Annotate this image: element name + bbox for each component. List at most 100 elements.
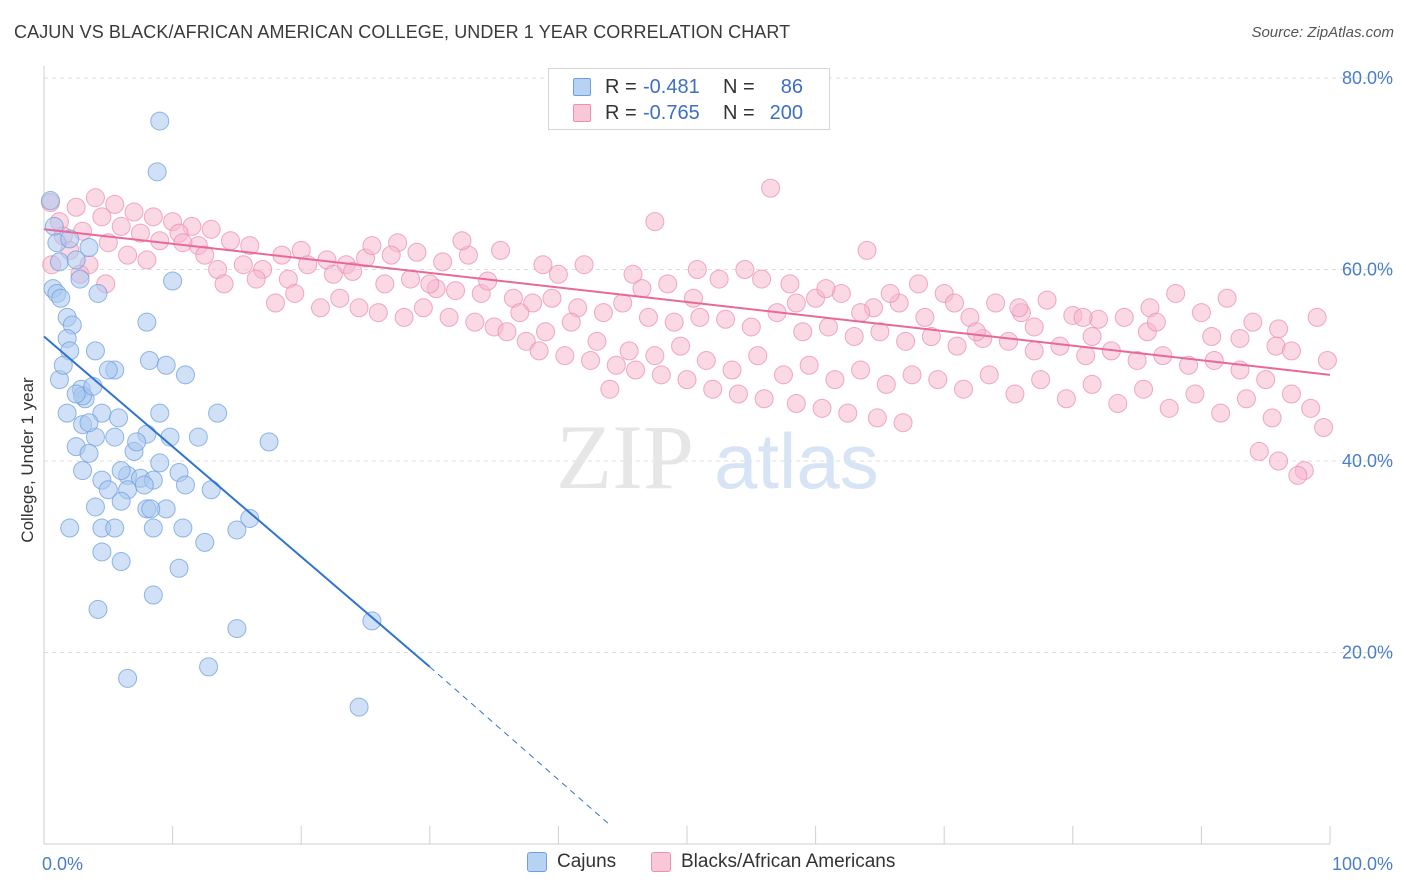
point-blacks: [124, 202, 144, 222]
point-blacks: [696, 350, 716, 370]
point-blacks: [658, 274, 678, 294]
point-cajuns: [60, 518, 80, 538]
point-blacks: [623, 264, 643, 284]
point-blacks: [529, 341, 549, 361]
point-blacks: [1076, 346, 1096, 366]
point-cajuns: [150, 453, 170, 473]
point-blacks: [754, 389, 774, 409]
r-label: R =: [605, 75, 637, 98]
point-blacks: [137, 250, 157, 270]
point-cajuns: [92, 542, 112, 562]
point-blacks: [66, 197, 86, 217]
point-blacks: [1009, 298, 1029, 318]
point-blacks: [85, 188, 105, 208]
point-blacks: [491, 240, 511, 260]
point-blacks: [516, 331, 536, 351]
point-blacks: [979, 365, 999, 385]
point-blacks: [748, 346, 768, 366]
point-blacks: [1114, 307, 1134, 327]
point-cajuns: [105, 518, 125, 538]
point-blacks: [265, 293, 285, 313]
point-blacks: [799, 355, 819, 375]
point-cajuns: [85, 341, 105, 361]
point-blacks: [613, 293, 633, 313]
series-legend: Cajuns Blacks/African Americans: [0, 851, 1406, 877]
r-value: -0.481: [643, 75, 700, 98]
point-blacks: [619, 341, 639, 361]
point-blacks: [1024, 341, 1044, 361]
point-blacks: [722, 360, 742, 380]
point-blacks: [761, 178, 781, 198]
point-blacks: [773, 365, 793, 385]
point-blacks: [1073, 307, 1093, 327]
n-value: 200: [769, 101, 803, 124]
point-cajuns: [111, 552, 131, 572]
point-cajuns: [60, 229, 80, 249]
point-blacks: [542, 288, 562, 308]
point-blacks: [880, 283, 900, 303]
point-blacks: [902, 365, 922, 385]
point-blacks: [953, 379, 973, 399]
point-blacks: [752, 269, 772, 289]
point-blacks: [793, 322, 813, 342]
point-blacks: [645, 346, 665, 366]
point-blacks: [1288, 465, 1308, 485]
legend-label-blacks: Blacks/African Americans: [681, 851, 896, 872]
point-blacks: [407, 242, 427, 262]
point-blacks: [1082, 374, 1102, 394]
point-blacks: [816, 279, 836, 299]
point-blacks: [1281, 384, 1301, 404]
point-blacks: [497, 322, 517, 342]
point-blacks: [857, 240, 877, 260]
point-cajuns: [79, 237, 99, 257]
point-blacks: [728, 384, 748, 404]
x-tick-label: 0.0%: [42, 854, 83, 874]
point-cajuns: [199, 657, 219, 677]
point-cajuns: [227, 619, 247, 639]
point-blacks: [105, 194, 125, 214]
point-blacks: [999, 331, 1018, 351]
stats-legend-row-blacks: R = -0.765 N = 200: [549, 100, 803, 126]
point-blacks: [966, 322, 986, 342]
point-blacks: [876, 374, 896, 394]
watermark-zip: ZIP: [556, 406, 694, 508]
point-cajuns: [147, 162, 167, 182]
point-blacks: [1005, 384, 1025, 404]
point-blacks: [201, 219, 221, 239]
point-cajuns: [79, 443, 99, 463]
point-blacks: [687, 260, 707, 279]
point-blacks: [1134, 379, 1154, 399]
trend-line-cajuns-extension: [429, 666, 611, 826]
point-cajuns: [349, 697, 369, 717]
point-blacks: [1108, 394, 1128, 414]
point-blacks: [683, 288, 703, 308]
point-cajuns: [70, 269, 90, 289]
point-blacks: [375, 274, 395, 294]
point-blacks: [1202, 327, 1222, 347]
legend-item-cajuns[interactable]: Cajuns: [527, 851, 616, 873]
tick-labels: 20.0% 40.0% 60.0% 80.0% 0.0% 100.0%: [42, 68, 1393, 874]
point-blacks: [381, 245, 401, 265]
point-cajuns: [85, 497, 105, 517]
point-blacks: [401, 269, 421, 289]
point-cajuns: [137, 312, 157, 332]
point-blacks: [98, 233, 118, 253]
point-blacks: [1262, 408, 1282, 428]
trend-line-cajuns: [43, 335, 431, 668]
legend-item-blacks[interactable]: Blacks/African Americans: [651, 851, 895, 873]
point-blacks: [1281, 341, 1301, 361]
point-cajuns: [111, 461, 131, 481]
point-blacks: [626, 360, 646, 380]
point-blacks: [1307, 307, 1327, 327]
point-blacks: [446, 281, 466, 301]
point-blacks: [786, 394, 806, 414]
point-blacks: [1249, 441, 1269, 461]
point-blacks: [908, 274, 928, 294]
trend-line-blacks: [43, 228, 1331, 376]
legend-label-cajuns: Cajuns: [557, 851, 617, 872]
cajuns-legend-swatch: [527, 852, 547, 872]
point-cajuns: [156, 355, 176, 375]
point-blacks: [452, 231, 472, 251]
point-blacks: [130, 223, 150, 243]
point-blacks: [285, 283, 305, 303]
